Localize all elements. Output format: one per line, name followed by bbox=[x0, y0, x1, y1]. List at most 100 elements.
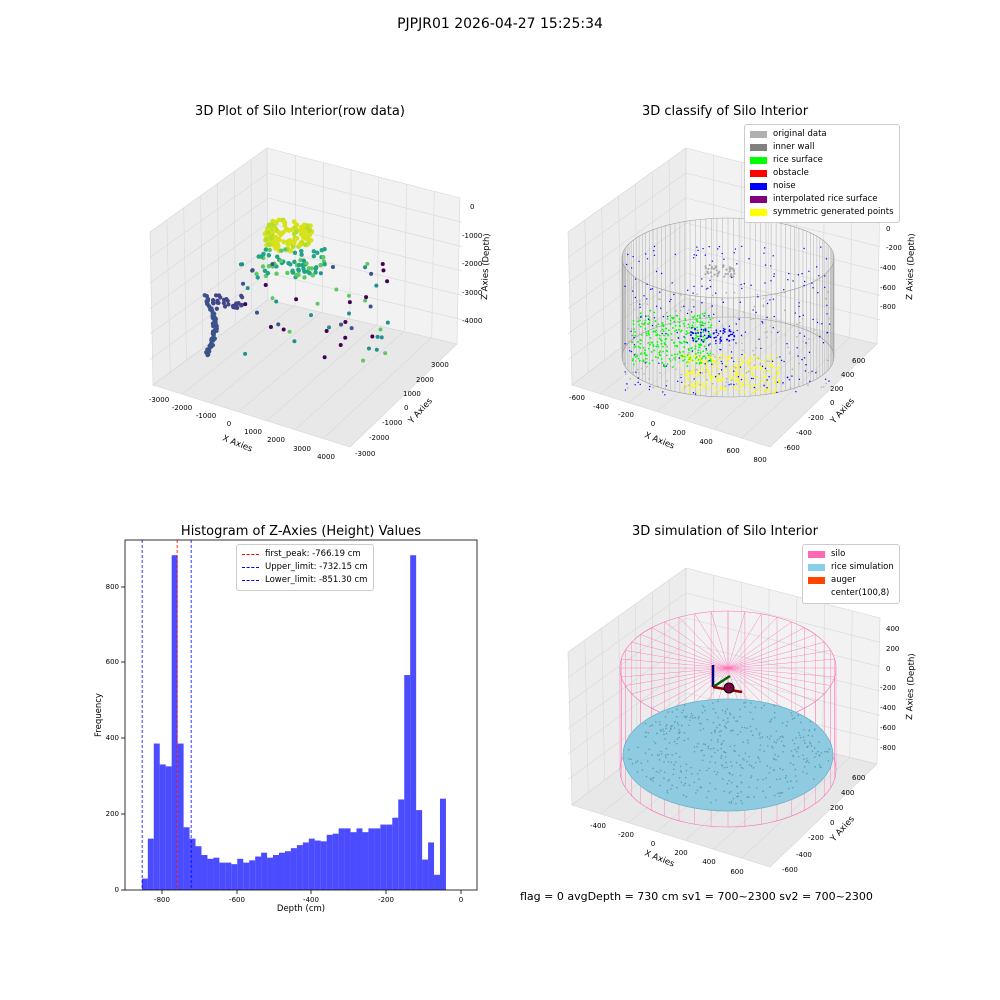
raw-data-point bbox=[278, 258, 284, 264]
plot1-ztick: -3000 bbox=[462, 289, 482, 297]
noise-point bbox=[723, 330, 726, 333]
rice-simulation-point bbox=[671, 711, 674, 713]
original-data-point bbox=[789, 351, 792, 353]
rice-simulation-point bbox=[696, 773, 699, 775]
noise-point bbox=[702, 329, 705, 331]
noise-point bbox=[798, 315, 801, 318]
rice-simulation-point bbox=[728, 779, 730, 782]
rice-simulation-point bbox=[712, 702, 714, 704]
noise-point bbox=[701, 278, 703, 280]
original-data-point bbox=[646, 357, 648, 360]
rice-surface-point bbox=[649, 336, 652, 339]
rice-simulation-point bbox=[719, 735, 721, 737]
rice-surface-point bbox=[658, 337, 661, 340]
rice-surface-point bbox=[702, 324, 705, 327]
rice-simulation-point bbox=[726, 708, 728, 710]
rice-simulation-point bbox=[743, 726, 746, 729]
symmetric-generated-point bbox=[709, 365, 712, 367]
symmetric-generated-point bbox=[748, 357, 751, 360]
rice-surface-point bbox=[671, 327, 674, 329]
plot2-legend: original data inner wall rice surface ob… bbox=[744, 124, 900, 223]
rice-surface-point bbox=[678, 318, 681, 321]
plot1-ytick: -1000 bbox=[382, 419, 402, 427]
rice-simulation-point bbox=[748, 786, 750, 789]
raw-data-point bbox=[216, 293, 222, 298]
symmetric-generated-point bbox=[705, 381, 708, 384]
plot2-ytick: 200 bbox=[830, 385, 843, 393]
original-data-point bbox=[765, 369, 768, 372]
symmetric-generated-point bbox=[694, 374, 697, 377]
noise-point bbox=[695, 340, 697, 343]
raw-data-point bbox=[254, 271, 259, 277]
original-data-point bbox=[712, 353, 714, 356]
legend-swatch bbox=[808, 590, 825, 597]
symmetric-generated-point bbox=[774, 391, 777, 393]
noise-point bbox=[732, 338, 735, 341]
symmetric-generated-point bbox=[716, 358, 719, 361]
symmetric-generated-point bbox=[776, 371, 778, 374]
rice-simulation-point bbox=[659, 769, 662, 772]
noise-point bbox=[703, 334, 706, 337]
rice-simulation-point bbox=[712, 747, 715, 750]
noise-point bbox=[720, 369, 723, 371]
noise-point bbox=[783, 288, 785, 291]
symmetric-generated-point bbox=[751, 374, 754, 377]
rice-simulation-point bbox=[735, 720, 737, 722]
rice-simulation-point bbox=[707, 745, 710, 748]
symmetric-generated-point bbox=[721, 379, 724, 382]
histogram-bar bbox=[165, 766, 172, 890]
raw-data-point bbox=[292, 339, 297, 344]
plot4-xtick: 200 bbox=[674, 849, 687, 857]
rice-surface-point bbox=[679, 330, 682, 333]
symmetric-generated-point bbox=[761, 380, 764, 382]
rice-surface-point bbox=[697, 349, 700, 352]
noise-point bbox=[702, 340, 705, 343]
plot4-ztick: 200 bbox=[886, 645, 899, 653]
raw-data-point bbox=[365, 261, 370, 266]
noise-point bbox=[718, 373, 720, 375]
rice-simulation-point bbox=[687, 737, 689, 740]
noise-point bbox=[714, 292, 717, 294]
rice-simulation-point bbox=[730, 730, 732, 732]
symmetric-generated-point bbox=[717, 391, 719, 394]
noise-point bbox=[803, 357, 806, 359]
rice-simulation-point bbox=[818, 764, 821, 766]
original-data-point bbox=[732, 365, 735, 368]
original-data-point bbox=[789, 386, 792, 389]
rice-surface-point bbox=[687, 323, 690, 326]
original-data-point bbox=[627, 387, 629, 389]
noise-point bbox=[728, 335, 730, 337]
noise-point bbox=[704, 363, 706, 365]
original-data-point bbox=[692, 298, 695, 301]
rice-simulation-point bbox=[714, 788, 717, 790]
rice-simulation-point bbox=[666, 792, 669, 794]
rice-simulation-point bbox=[699, 769, 701, 772]
noise-point bbox=[769, 299, 771, 301]
raw-data-point bbox=[214, 306, 219, 311]
raw-data-point bbox=[319, 247, 324, 253]
histogram-bar bbox=[332, 833, 339, 890]
plot2-ztick: -400 bbox=[880, 264, 896, 272]
noise-point bbox=[770, 265, 772, 267]
rice-simulation-point bbox=[722, 778, 724, 780]
rice-simulation-point bbox=[678, 736, 681, 739]
rice-surface-point bbox=[703, 355, 706, 358]
legend-swatch bbox=[750, 209, 767, 216]
noise-point bbox=[738, 318, 741, 320]
plot2-xtick: -200 bbox=[618, 411, 634, 419]
rice-surface-point bbox=[709, 326, 712, 329]
noise-point bbox=[773, 315, 775, 318]
noise-point bbox=[768, 376, 770, 378]
raw-data-point bbox=[307, 227, 313, 233]
histogram-bar bbox=[314, 840, 321, 890]
rice-simulation-point bbox=[718, 730, 721, 733]
rice-surface-point bbox=[662, 350, 665, 353]
rice-simulation-point bbox=[704, 709, 706, 712]
raw-data-point bbox=[274, 271, 279, 276]
histogram-bar bbox=[296, 845, 303, 890]
rice-simulation-point bbox=[673, 768, 675, 771]
symmetric-generated-point bbox=[684, 354, 687, 357]
original-data-point bbox=[728, 266, 731, 269]
symmetric-generated-point bbox=[713, 361, 716, 363]
symmetric-generated-point bbox=[745, 377, 748, 380]
